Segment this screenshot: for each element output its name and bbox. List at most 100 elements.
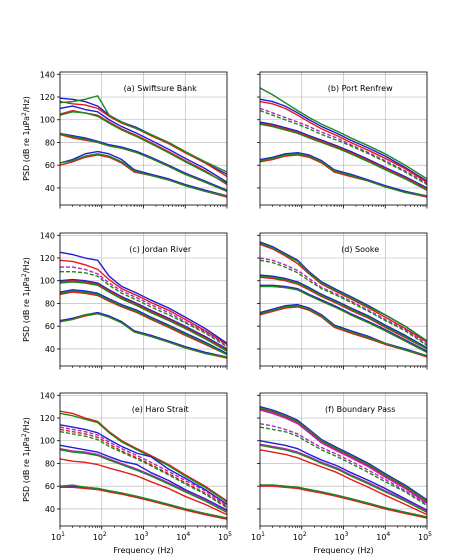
series-line-green [60, 449, 227, 513]
x-tick-label-base: 10 [218, 533, 228, 542]
x-tick-label: 101 [251, 531, 265, 542]
panel-1: (b) Port Renfrew [257, 71, 428, 209]
x-tick-label: 103 [334, 531, 348, 542]
series-line-magenta [260, 107, 427, 185]
y-tick-label: 100 [40, 437, 55, 446]
y-axis-label-sup: 2 [21, 273, 28, 277]
series-line-green [260, 426, 427, 507]
panel-title: (f) Boundary Pass [325, 405, 395, 414]
series-line-red [260, 243, 427, 343]
series-line-red [260, 276, 427, 350]
series-line-red [260, 449, 427, 516]
x-tick-label-base: 10 [51, 533, 61, 542]
y-tick-label: 60 [45, 482, 55, 491]
series-group [260, 405, 427, 519]
x-tick-label-exp: 2 [103, 531, 107, 538]
y-tick-label: 60 [45, 322, 55, 331]
series-line-red [260, 485, 427, 519]
x-axis-label: Frequency (Hz) [313, 546, 373, 555]
panel-title: (e) Haro Strait [132, 405, 189, 414]
series-line-blue [260, 405, 427, 501]
y-tick-label: 120 [40, 93, 55, 102]
series-line-green [260, 87, 427, 180]
series-line-green [260, 275, 427, 350]
series-line-green [60, 95, 227, 173]
x-tick-label-base: 10 [293, 533, 303, 542]
series-line-blue [260, 98, 427, 182]
x-tick-label: 101 [51, 531, 65, 542]
x-tick-label-exp: 4 [386, 531, 390, 538]
x-tick-label: 105 [218, 531, 232, 542]
y-tick-label: 80 [45, 459, 55, 468]
series-line-red [60, 410, 227, 502]
x-tick-label-base: 10 [418, 533, 428, 542]
y-tick-label: 140 [40, 70, 55, 79]
x-tick-label-exp: 1 [61, 531, 65, 538]
series-line-green [60, 313, 227, 358]
x-tick-label-exp: 4 [186, 531, 190, 538]
series-line-green [60, 270, 227, 348]
y-axis-label-prefix: PSD (dB re 1μPa [22, 116, 31, 181]
series-line-magenta [60, 448, 227, 512]
y-tick-label: 100 [40, 116, 55, 125]
y-tick-label: 120 [40, 414, 55, 423]
y-tick-label: 100 [40, 277, 55, 286]
series-line-red [60, 486, 227, 520]
x-tick-label-exp: 1 [261, 531, 265, 538]
series-line-blue [60, 251, 227, 344]
series-line-blue [60, 105, 227, 183]
y-tick-label: 40 [45, 184, 55, 193]
series-line-green [60, 430, 227, 509]
x-tick-label: 103 [134, 531, 148, 542]
series-line-red [260, 306, 427, 358]
x-tick-label-exp: 2 [303, 531, 307, 538]
series-group [260, 241, 427, 358]
series-line-blue [60, 132, 227, 191]
series-group [60, 95, 227, 198]
series-line-blue [60, 150, 227, 197]
panel-title: (d) Sooke [341, 245, 379, 254]
panel-2: 40 60 80 100 120 140 (c) Jordan River PSD (dB r… [21, 231, 228, 370]
series-line-red [60, 428, 227, 508]
panel-3: (d) Sooke [257, 232, 428, 370]
series-line-blue [260, 284, 427, 352]
y-tick-label: 140 [40, 391, 55, 400]
series-line-magenta [260, 257, 427, 345]
x-tick-label: 102 [93, 531, 107, 542]
y-tick-label: 40 [45, 505, 55, 514]
series-line-blue [260, 274, 427, 349]
series-group [60, 251, 227, 359]
x-tick-label-base: 10 [93, 533, 103, 542]
panel-title: (b) Port Renfrew [328, 84, 393, 93]
y-tick-label: 60 [45, 161, 55, 170]
series-line-blue [60, 424, 227, 505]
series-line-green [260, 123, 427, 191]
y-axis-label: PSD (dB re 1μPa2/Hz) [21, 257, 31, 342]
series-line-magenta [260, 423, 427, 505]
x-tick-label-exp: 5 [228, 531, 232, 538]
series-line-blue [60, 444, 227, 511]
series-line-green [260, 305, 427, 357]
panel-5: 101 102 103 104 105(f) Boundary PassFrequenc… [251, 392, 432, 555]
series-line-green [260, 242, 427, 342]
series-line-blue [260, 121, 427, 189]
x-tick-label-base: 10 [251, 533, 261, 542]
x-tick-label: 104 [376, 531, 390, 542]
x-tick-label: 102 [293, 531, 307, 542]
series-line-green [60, 281, 227, 352]
series-line-green [60, 412, 227, 503]
y-axis-label-suffix: /Hz) [22, 96, 31, 112]
series-line-green [60, 484, 227, 519]
series-line-green [260, 285, 427, 353]
series-line-red [60, 280, 227, 351]
y-axis-label-prefix: PSD (dB re 1μPa [22, 437, 31, 502]
series-group [60, 410, 227, 520]
series-line-magenta [260, 409, 427, 504]
x-tick-label-base: 10 [134, 533, 144, 542]
y-tick-label: 120 [40, 254, 55, 263]
y-axis-label: PSD (dB re 1μPa2/Hz) [21, 417, 31, 502]
x-tick-label-base: 10 [176, 533, 186, 542]
series-line-red [260, 122, 427, 190]
series-line-blue [260, 440, 427, 511]
